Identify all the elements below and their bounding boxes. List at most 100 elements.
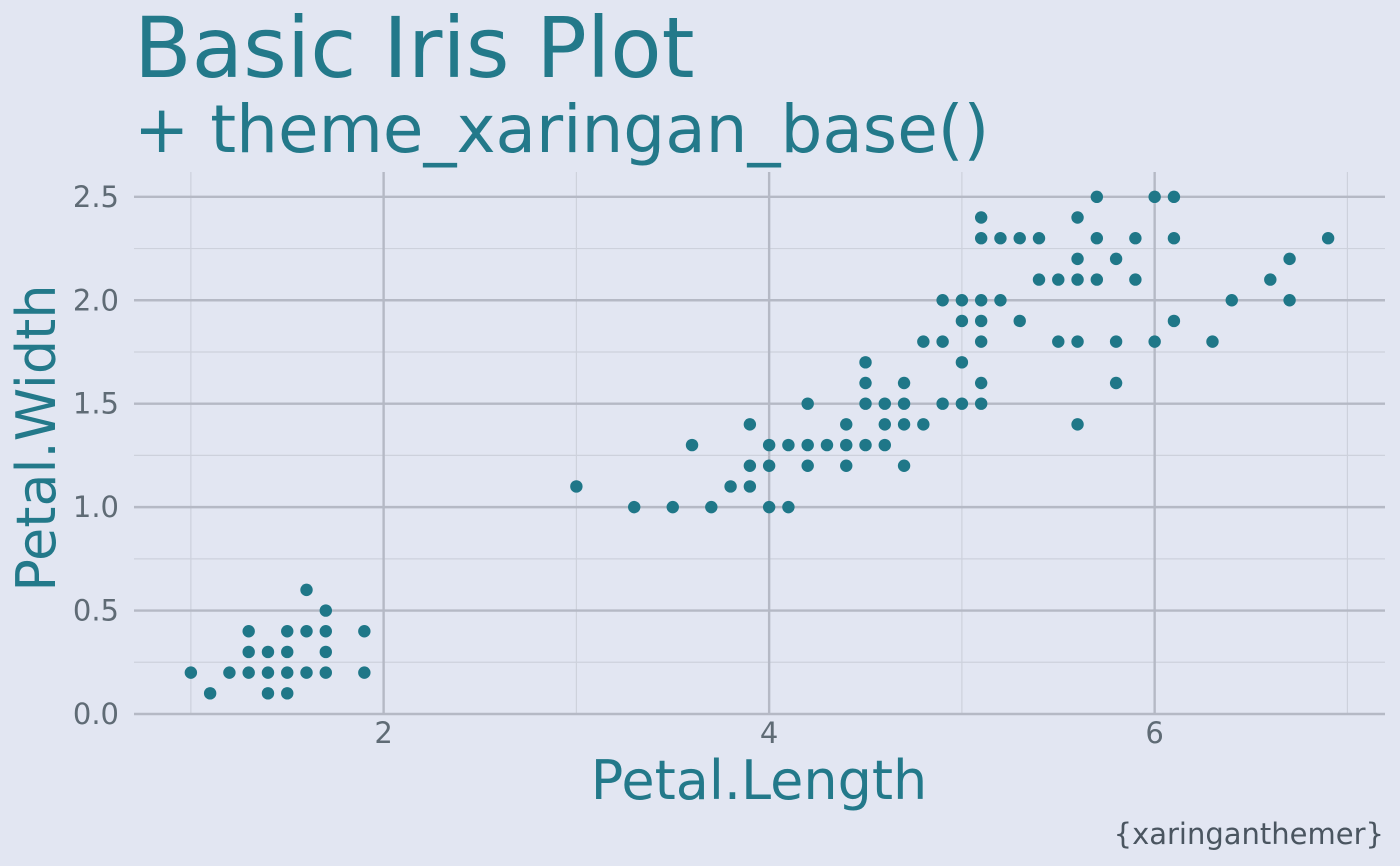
data-point xyxy=(859,376,872,390)
y-tick-label: 1.5 xyxy=(73,387,119,421)
data-point xyxy=(840,438,853,452)
data-point xyxy=(1109,335,1123,348)
data-point xyxy=(300,583,313,597)
data-point xyxy=(1071,335,1084,348)
data-point xyxy=(1090,190,1104,204)
data-point xyxy=(974,314,988,328)
data-point xyxy=(974,397,988,410)
data-point xyxy=(955,294,969,307)
data-point xyxy=(1129,231,1142,245)
x-axis-title: Petal.Length xyxy=(591,749,928,812)
data-point xyxy=(628,500,641,514)
data-point xyxy=(300,666,313,679)
data-point xyxy=(1013,231,1026,245)
data-point xyxy=(203,687,217,700)
data-point xyxy=(878,438,891,452)
grid xyxy=(134,172,1385,716)
data-point xyxy=(859,397,872,410)
x-tick-label: 4 xyxy=(760,716,778,750)
data-point xyxy=(1071,273,1084,286)
data-point xyxy=(762,438,776,452)
data-point xyxy=(1225,294,1238,307)
data-point xyxy=(917,418,930,431)
data-point xyxy=(936,294,949,307)
data-point xyxy=(319,604,332,617)
data-point xyxy=(1013,314,1026,328)
data-point xyxy=(917,335,930,348)
data-point xyxy=(319,645,332,659)
data-point xyxy=(801,397,814,410)
data-point xyxy=(242,666,255,679)
data-point xyxy=(300,625,313,638)
data-point xyxy=(319,625,332,638)
data-point xyxy=(1283,252,1296,266)
data-point xyxy=(1052,335,1065,348)
data-point xyxy=(994,231,1007,245)
data-point xyxy=(782,438,795,452)
y-axis-title: Petal.Width xyxy=(5,284,68,591)
data-point xyxy=(1090,231,1104,245)
data-point xyxy=(281,666,294,679)
y-tick-label: 0.5 xyxy=(73,594,119,628)
y-tick-label: 2.0 xyxy=(73,283,119,317)
data-point xyxy=(897,376,911,390)
data-point xyxy=(1264,273,1277,286)
data-point xyxy=(897,418,911,431)
chart-caption: {xaringanthemer} xyxy=(1114,817,1384,851)
y-tick-label: 1.0 xyxy=(73,490,119,524)
data-point xyxy=(685,438,699,452)
data-point xyxy=(1032,231,1046,245)
y-tick-label: 2.5 xyxy=(73,180,119,214)
data-point xyxy=(1283,294,1296,307)
y-tick-labels: 0.0 0.5 1.0 1.5 2.0 2.5 xyxy=(73,180,119,731)
data-point xyxy=(242,625,255,638)
data-point xyxy=(1071,252,1084,266)
data-point xyxy=(801,438,814,452)
data-point xyxy=(859,356,872,369)
data-point xyxy=(743,459,757,472)
data-point xyxy=(1032,273,1046,286)
data-point xyxy=(570,480,583,493)
x-tick-label: 2 xyxy=(374,716,392,750)
data-point xyxy=(743,418,757,431)
data-point xyxy=(762,500,776,514)
data-points xyxy=(184,190,1335,700)
data-point xyxy=(1148,190,1161,204)
data-point xyxy=(1109,376,1123,390)
data-point xyxy=(1167,314,1181,328)
data-point xyxy=(281,687,294,700)
data-point xyxy=(184,666,198,679)
data-point xyxy=(358,666,371,679)
data-point xyxy=(242,645,255,659)
data-point xyxy=(897,459,911,472)
data-point xyxy=(358,625,371,638)
data-point xyxy=(1071,211,1084,224)
data-point xyxy=(281,645,294,659)
data-point xyxy=(1129,273,1142,286)
data-point xyxy=(955,314,969,328)
data-point xyxy=(974,376,988,390)
data-point xyxy=(878,418,891,431)
data-point xyxy=(1167,190,1181,204)
data-point xyxy=(994,294,1007,307)
data-point xyxy=(974,335,988,348)
data-point xyxy=(974,211,988,224)
y-tick-label: 0.0 xyxy=(73,697,119,731)
chart-title: Basic Iris Plot xyxy=(134,0,695,97)
data-point xyxy=(705,500,718,514)
data-point xyxy=(782,500,795,514)
data-point xyxy=(1090,273,1104,286)
data-point xyxy=(261,666,275,679)
data-point xyxy=(1321,231,1335,245)
data-point xyxy=(319,666,332,679)
data-point xyxy=(859,438,872,452)
data-point xyxy=(724,480,737,493)
data-point xyxy=(840,459,853,472)
data-point xyxy=(974,231,988,245)
data-point xyxy=(1167,231,1181,245)
data-point xyxy=(261,645,275,659)
x-tick-labels: 2 4 6 xyxy=(374,716,1163,750)
data-point xyxy=(666,500,679,514)
